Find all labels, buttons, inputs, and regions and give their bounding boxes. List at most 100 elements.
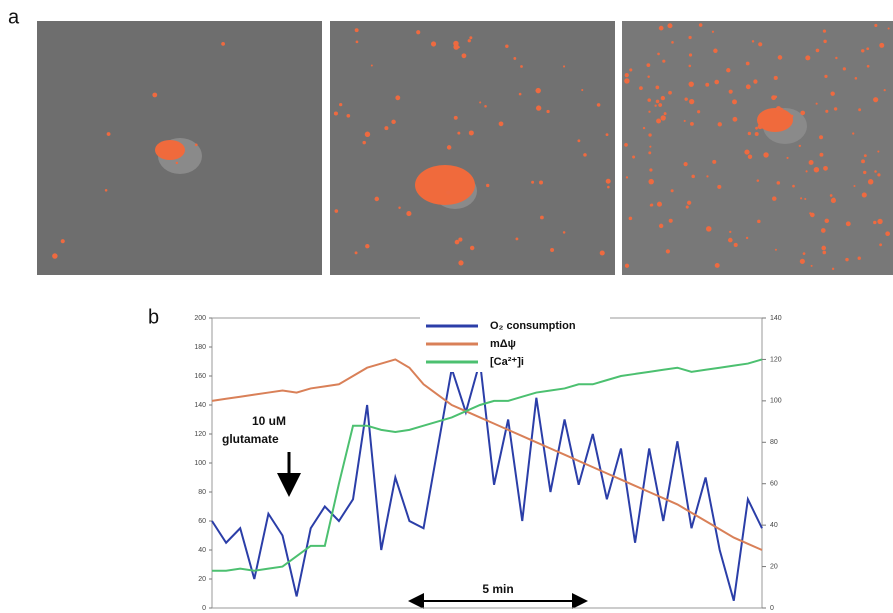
dot [727,237,733,243]
dot [668,90,672,95]
dot [628,216,633,221]
dot [398,206,401,210]
dot [581,89,584,92]
dot [654,104,657,107]
dot [714,262,720,268]
dot [754,132,759,136]
legend-label: mΔψ [490,338,516,350]
dot [625,176,629,179]
dot [887,27,890,30]
y-tick-label: 0 [202,605,206,612]
dot [786,156,789,160]
dot [362,140,366,145]
dot [858,108,862,112]
dot [800,110,806,116]
dot [646,63,651,68]
dot [649,168,653,172]
dot [655,99,660,104]
dot [689,98,695,105]
dot [861,49,865,53]
dot [747,154,753,159]
dot [688,35,692,40]
dot [822,250,827,255]
dot [885,231,890,237]
annotations: 10 uM glutamate 5 min [222,414,588,609]
dot [175,161,179,165]
dot [877,150,880,153]
dot [649,145,652,148]
y-tick-label: 200 [194,315,206,322]
dot [758,42,763,47]
dot [691,174,695,179]
dot [861,192,867,198]
dot [498,121,504,127]
dot [690,121,694,126]
dot [835,56,838,60]
y2-tick-label: 120 [770,356,782,363]
series-line [211,361,763,602]
dot [802,252,806,255]
dot [861,159,865,164]
y2-tick-label: 80 [770,439,778,446]
dot [874,23,878,28]
dot [599,250,605,256]
dot [757,219,761,224]
dot [819,152,824,157]
dot [657,52,660,56]
dot [798,144,801,148]
dot [639,86,643,91]
dot [777,55,783,60]
dot [751,40,755,43]
dot [334,209,339,213]
dot [773,75,778,81]
dot [808,160,814,165]
dot [453,115,458,120]
dot [776,181,781,185]
dot [833,107,838,111]
dot [454,239,460,245]
dot [453,40,459,47]
dot [683,119,686,123]
dot [706,175,709,178]
dot [763,152,769,158]
dot [106,132,111,136]
dot [815,48,820,53]
dot [458,237,463,242]
dot [790,114,794,118]
dot [467,39,471,43]
dot [370,64,373,67]
dot [333,111,338,116]
dot [194,143,198,147]
dot [745,84,751,90]
micrograph [622,21,893,275]
dot [774,95,778,99]
y2-tick-label: 60 [770,481,778,488]
dot [60,239,65,244]
dot [505,44,509,48]
dot [824,218,830,224]
dot [624,143,628,147]
dot [732,116,738,122]
dot [642,126,646,130]
blob [155,140,185,160]
dot [384,126,389,131]
dot [648,133,652,137]
dot [792,184,795,188]
dot [820,228,826,233]
dot [823,39,827,44]
dot [756,179,760,182]
dot [772,196,777,201]
dot [733,242,738,247]
dot [810,212,815,218]
dot [745,236,749,240]
y-tick-label: 140 [194,402,206,409]
dot [728,89,733,94]
dot [648,178,654,185]
dot [632,155,636,159]
dot [775,106,782,112]
dot [660,95,666,101]
y-tick-label: 160 [194,373,206,380]
micrograph [330,21,615,275]
dot [658,25,664,31]
dot [648,110,651,113]
